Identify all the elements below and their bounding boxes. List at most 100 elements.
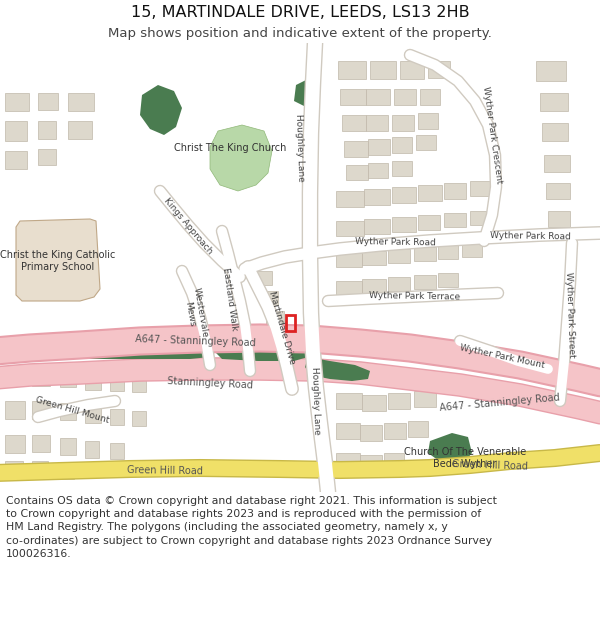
- Text: Kings Approach: Kings Approach: [162, 196, 214, 256]
- Polygon shape: [110, 443, 124, 459]
- Text: Green Hill Mount: Green Hill Mount: [34, 395, 110, 425]
- Polygon shape: [470, 211, 490, 225]
- Polygon shape: [416, 135, 436, 150]
- Polygon shape: [5, 121, 27, 141]
- Polygon shape: [305, 357, 370, 381]
- Polygon shape: [336, 221, 364, 236]
- Polygon shape: [252, 271, 272, 285]
- Polygon shape: [214, 339, 310, 361]
- Polygon shape: [32, 338, 52, 356]
- Polygon shape: [210, 125, 272, 191]
- Polygon shape: [344, 141, 368, 157]
- Text: Christ The King Church: Christ The King Church: [174, 143, 286, 153]
- Polygon shape: [414, 275, 436, 289]
- Polygon shape: [384, 453, 404, 468]
- Polygon shape: [366, 115, 388, 131]
- Polygon shape: [414, 391, 436, 407]
- Polygon shape: [420, 89, 440, 105]
- Polygon shape: [540, 93, 568, 111]
- Polygon shape: [388, 393, 410, 409]
- Polygon shape: [60, 438, 76, 455]
- Polygon shape: [414, 247, 436, 261]
- Text: Contains OS data © Crown copyright and database right 2021. This information is : Contains OS data © Crown copyright and d…: [6, 496, 497, 559]
- Text: Martindale Drive: Martindale Drive: [267, 291, 297, 366]
- Polygon shape: [275, 351, 292, 364]
- Polygon shape: [132, 338, 148, 353]
- Text: Wyther Park Terrace: Wyther Park Terrace: [370, 291, 461, 301]
- Polygon shape: [364, 189, 390, 205]
- Text: Church Of The Venerable
Bede Wyther: Church Of The Venerable Bede Wyther: [404, 448, 526, 469]
- Polygon shape: [388, 249, 410, 263]
- Polygon shape: [438, 245, 458, 259]
- Polygon shape: [418, 215, 440, 230]
- Polygon shape: [362, 251, 386, 265]
- Polygon shape: [438, 273, 458, 287]
- Polygon shape: [266, 311, 284, 325]
- Polygon shape: [5, 93, 29, 111]
- Polygon shape: [32, 461, 48, 478]
- Polygon shape: [260, 291, 278, 305]
- Polygon shape: [368, 139, 390, 155]
- Text: A647 - Stanningley Road: A647 - Stanningley Road: [439, 392, 560, 413]
- Polygon shape: [60, 463, 74, 479]
- Polygon shape: [462, 243, 482, 257]
- Polygon shape: [544, 155, 570, 172]
- Polygon shape: [418, 185, 442, 201]
- Polygon shape: [444, 183, 466, 199]
- Polygon shape: [470, 181, 492, 196]
- Polygon shape: [5, 151, 27, 169]
- Polygon shape: [68, 93, 94, 111]
- Polygon shape: [16, 219, 100, 301]
- Polygon shape: [536, 61, 566, 81]
- Polygon shape: [360, 425, 382, 441]
- Polygon shape: [60, 403, 76, 420]
- Polygon shape: [542, 123, 568, 141]
- Polygon shape: [362, 395, 386, 411]
- Text: Christ the King Catholic
Primary School: Christ the King Catholic Primary School: [1, 250, 116, 272]
- Polygon shape: [392, 217, 416, 232]
- Polygon shape: [392, 161, 412, 176]
- Polygon shape: [340, 89, 366, 105]
- Polygon shape: [418, 113, 438, 129]
- Polygon shape: [38, 149, 56, 165]
- Polygon shape: [366, 89, 390, 105]
- Text: Stanningley Road: Stanningley Road: [167, 376, 253, 390]
- Text: Eastland Walk: Eastland Walk: [221, 267, 239, 331]
- Polygon shape: [336, 253, 362, 267]
- Polygon shape: [60, 370, 76, 387]
- Polygon shape: [346, 165, 368, 180]
- Polygon shape: [38, 93, 58, 110]
- Polygon shape: [428, 433, 472, 465]
- Polygon shape: [85, 406, 101, 423]
- Polygon shape: [32, 368, 50, 386]
- Polygon shape: [400, 61, 424, 79]
- Polygon shape: [360, 455, 382, 471]
- Bar: [286, 315, 295, 331]
- Text: Wyther Park Road: Wyther Park Road: [490, 231, 571, 241]
- Polygon shape: [132, 377, 146, 392]
- Polygon shape: [68, 121, 92, 139]
- Polygon shape: [392, 137, 412, 153]
- Polygon shape: [32, 401, 50, 419]
- Polygon shape: [5, 368, 25, 386]
- Polygon shape: [336, 191, 364, 207]
- Polygon shape: [336, 423, 360, 439]
- Polygon shape: [548, 211, 570, 227]
- Text: Westervale
Mews: Westervale Mews: [181, 286, 209, 339]
- Polygon shape: [370, 61, 396, 79]
- Polygon shape: [336, 453, 360, 469]
- Polygon shape: [32, 435, 50, 452]
- Polygon shape: [38, 121, 56, 139]
- Text: 15, MARTINDALE DRIVE, LEEDS, LS13 2HB: 15, MARTINDALE DRIVE, LEEDS, LS13 2HB: [131, 4, 469, 19]
- Polygon shape: [5, 461, 23, 479]
- Polygon shape: [362, 279, 386, 293]
- Polygon shape: [60, 338, 78, 355]
- Text: Wyther Park Mount: Wyther Park Mount: [459, 344, 545, 371]
- Polygon shape: [294, 79, 320, 107]
- Text: Wyther Park Street: Wyther Park Street: [564, 272, 576, 358]
- Polygon shape: [5, 338, 27, 356]
- Polygon shape: [444, 213, 466, 227]
- Polygon shape: [388, 277, 410, 291]
- Polygon shape: [85, 338, 103, 355]
- Polygon shape: [394, 89, 416, 105]
